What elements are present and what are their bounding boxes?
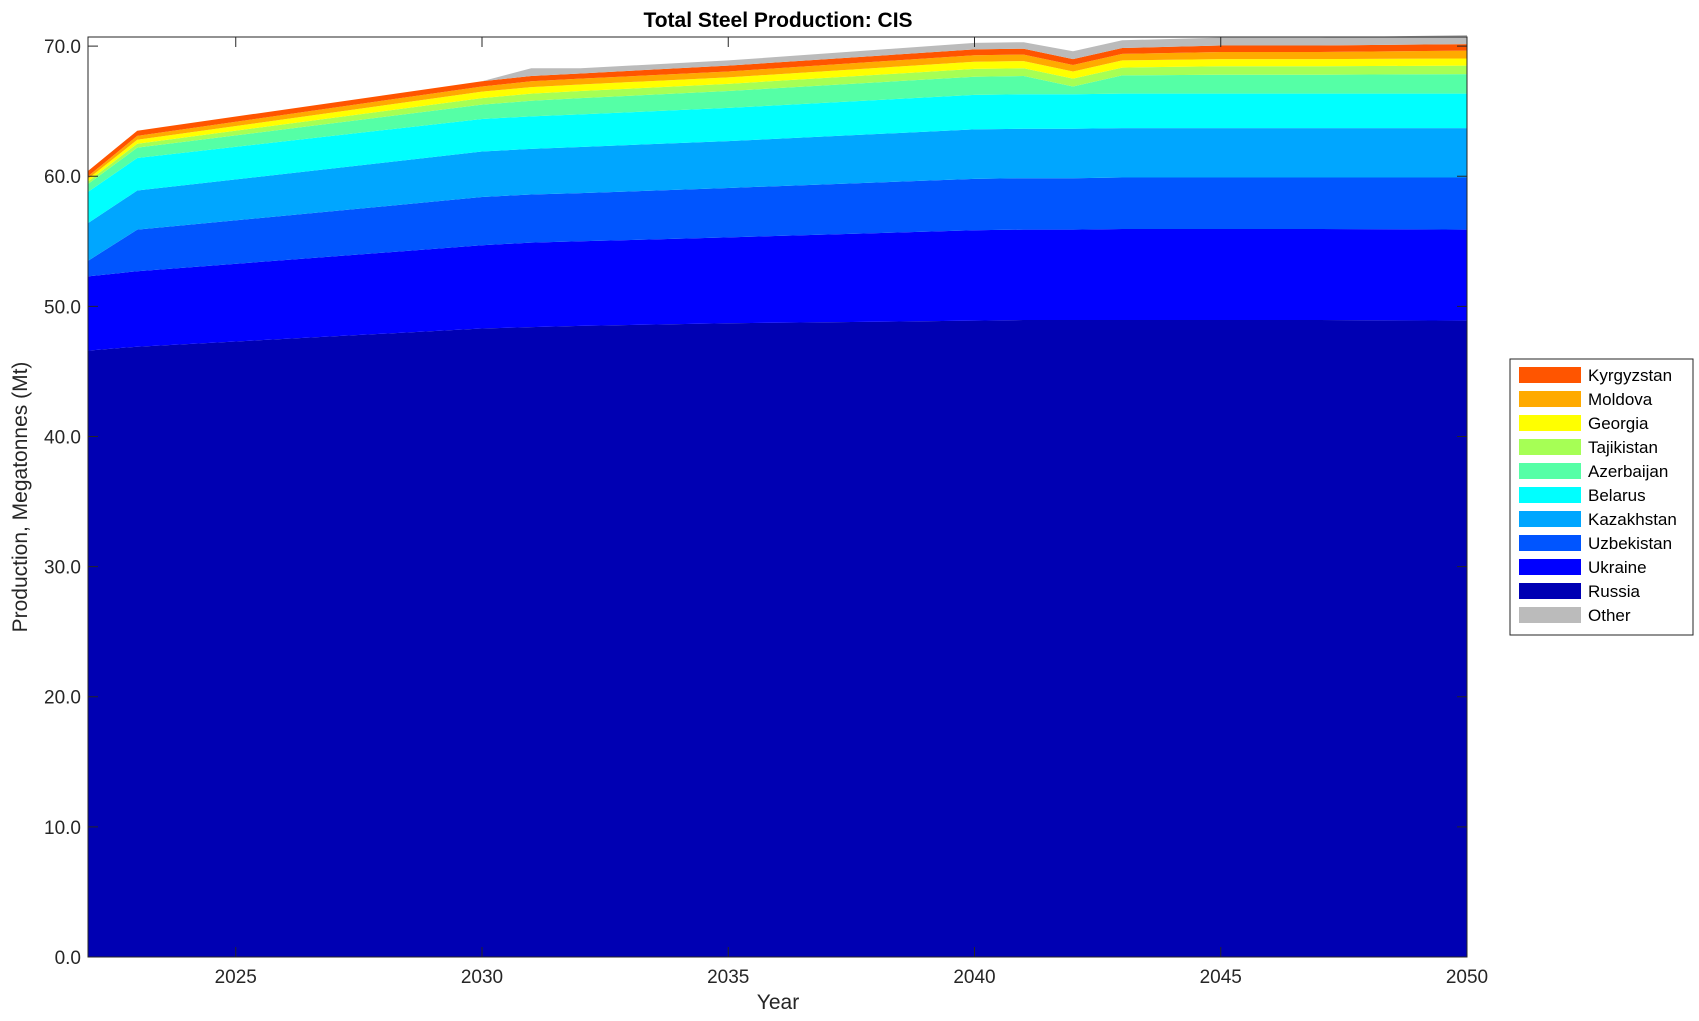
legend-swatch-other [1519, 607, 1581, 623]
area-uzbekistan [88, 177, 1467, 277]
legend-swatch-georgia [1519, 415, 1581, 431]
y-tick-label: 10.0 [44, 818, 81, 839]
legend-swatch-russia [1519, 583, 1581, 599]
legend-label-other: Other [1588, 606, 1631, 625]
legend-swatch-uzbekistan [1519, 535, 1581, 551]
area-other [88, 35, 1467, 172]
legend-label-kyrgyzstan: Kyrgyzstan [1588, 366, 1672, 385]
y-tick-labels: 0.0 10.0 20.0 30.0 40.0 50.0 60.0 70.0 [44, 37, 81, 969]
legend-label-kazakhstan: Kazakhstan [1588, 510, 1677, 529]
y-tick-label: 60.0 [44, 167, 81, 188]
legend-swatch-kazakhstan [1519, 511, 1581, 527]
x-tick-labels: 2025 2030 2035 2040 2045 2050 [215, 967, 1489, 988]
y-tick-label: 0.0 [55, 948, 81, 969]
stacked-areas [88, 35, 1467, 957]
x-axis-label: Year [757, 991, 799, 1014]
legend-swatch-azerbaijan [1519, 463, 1581, 479]
x-tick-label: 2050 [1446, 967, 1488, 988]
area-belarus [88, 93, 1467, 224]
area-ukraine [88, 228, 1467, 351]
chart-title: Total Steel Production: CIS [643, 9, 912, 32]
x-tick-label: 2035 [707, 967, 749, 988]
x-tick-label: 2030 [461, 967, 503, 988]
legend-label-moldova: Moldova [1588, 390, 1653, 409]
y-axis-label: Production, Megatonnes (Mt) [9, 362, 32, 633]
legend-label-belarus: Belarus [1588, 486, 1646, 505]
legend-label-uzbekistan: Uzbekistan [1588, 534, 1672, 553]
x-tick-label: 2040 [953, 967, 995, 988]
y-tick-label: 40.0 [44, 427, 81, 448]
legend-label-ukraine: Ukraine [1588, 558, 1647, 577]
legend-swatch-moldova [1519, 391, 1581, 407]
area-azerbaijan [88, 74, 1467, 192]
legend-swatch-belarus [1519, 487, 1581, 503]
area-kazakhstan [88, 128, 1467, 261]
legend-label-azerbaijan: Azerbaijan [1588, 462, 1668, 481]
y-tick-label: 20.0 [44, 688, 81, 709]
legend-label-tajikistan: Tajikistan [1588, 438, 1658, 457]
y-tick-label: 70.0 [44, 37, 81, 58]
legend-swatch-tajikistan [1519, 439, 1581, 455]
legend-label-russia: Russia [1588, 582, 1641, 601]
legend-label-georgia: Georgia [1588, 414, 1649, 433]
axes [87, 36, 1468, 958]
y-tick-label: 50.0 [44, 297, 81, 318]
legend-swatch-kyrgyzstan [1519, 367, 1581, 383]
plot-frame [87, 36, 1468, 958]
y-tick-label: 30.0 [44, 558, 81, 579]
legend: Kyrgyzstan Moldova Georgia Tajikistan Azerba… [1509, 358, 1694, 636]
x-tick-label: 2045 [1200, 967, 1242, 988]
legend-swatch-ukraine [1519, 559, 1581, 575]
area-russia [88, 320, 1467, 957]
x-tick-label: 2025 [215, 967, 257, 988]
